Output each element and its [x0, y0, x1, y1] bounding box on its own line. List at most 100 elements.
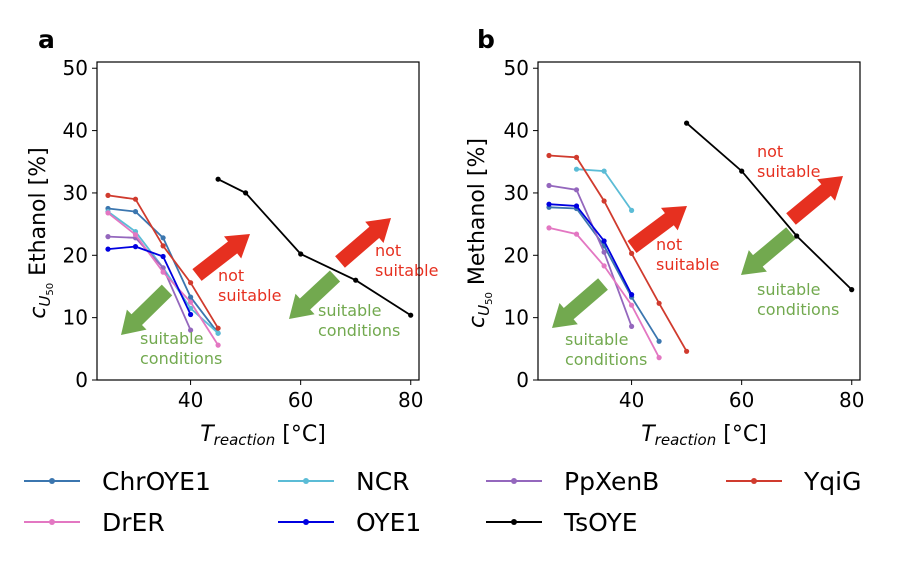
data-point-ChrOYE1	[160, 235, 166, 241]
annotation-suitable-conditions: suitable conditions	[140, 329, 222, 368]
plot-frame	[537, 61, 861, 381]
legend-label: TsOYE	[563, 508, 638, 537]
annotation-line: conditions	[140, 349, 222, 368]
y-tick-label: 50	[504, 56, 529, 80]
y-tick-label: 20	[63, 243, 88, 267]
legend-item-NCR: NCR	[278, 467, 410, 496]
series-line-OYE1	[107, 245, 192, 315]
data-point-TsOYE	[353, 277, 359, 283]
x-axis-symbol: T	[641, 422, 656, 447]
legend-marker	[303, 519, 309, 525]
x-tick-label: 40	[178, 388, 203, 412]
legend-label: ChrOYE1	[102, 467, 211, 496]
arrow-not-suitable	[335, 218, 391, 268]
legend-marker	[511, 519, 517, 525]
plot-frame	[96, 61, 420, 381]
x-axis-subscript: reaction	[655, 431, 717, 449]
data-point-YqiG	[215, 325, 221, 331]
arrow-not-suitable	[786, 176, 843, 225]
x-tick-label: 80	[398, 388, 423, 412]
annotation-not-suitable: not suitable	[757, 142, 820, 181]
annotation-line: suitable	[565, 330, 628, 349]
series-line-OYE1	[548, 203, 633, 296]
x-tick-label: 60	[729, 388, 754, 412]
legend-item-ChrOYE1: ChrOYE1	[24, 467, 211, 496]
data-point-YqiG	[188, 280, 194, 286]
y-tick-label: 0	[516, 368, 529, 392]
data-point-DrER	[215, 342, 221, 348]
legend-marker	[49, 519, 55, 525]
data-point-DrER	[132, 232, 139, 238]
annotation-line: suitable	[375, 261, 438, 280]
y-tick-label: 0	[75, 368, 88, 392]
data-point-OYE1	[160, 253, 166, 260]
x-axis-unit: [°C]	[716, 422, 767, 447]
data-point-OYE1	[105, 246, 111, 252]
y-tick-label: 40	[504, 119, 529, 143]
x-tick-label: 40	[619, 388, 644, 412]
x-axis-unit: [°C]	[275, 422, 326, 447]
series-line-NCR	[576, 168, 633, 211]
data-point-DrER	[188, 299, 194, 305]
annotation-line: conditions	[318, 321, 400, 340]
data-point-NCR	[573, 166, 580, 172]
data-point-YqiG	[684, 348, 690, 354]
y-tick-label: 40	[63, 119, 88, 143]
y-axis-subscript: U	[475, 305, 493, 316]
annotation-line: conditions	[565, 350, 647, 369]
annotation-not-suitable: not suitable	[656, 235, 719, 274]
series-line-YqiG	[548, 154, 688, 352]
data-point-DrER	[601, 263, 607, 269]
data-point-NCR	[629, 207, 635, 213]
legend-item-TsOYE: TsOYE	[486, 508, 638, 537]
annotation-suitable-conditions: suitable conditions	[318, 301, 400, 340]
annotation-line: suitable	[757, 162, 820, 181]
x-axis-label: Treaction [°C]	[641, 422, 767, 449]
data-point-PpXenB	[573, 187, 580, 193]
y-tick-label: 20	[504, 243, 529, 267]
x-axis-symbol: T	[200, 422, 215, 447]
y-tick-label: 50	[63, 56, 88, 80]
legend-item-OYE1: OYE1	[278, 508, 421, 537]
y-axis-label: cU50 Ethanol [%]	[26, 147, 56, 318]
legend-marker	[303, 478, 309, 484]
legend-marker	[511, 478, 517, 484]
annotation-line: not	[218, 266, 244, 285]
legend-label: OYE1	[356, 508, 421, 537]
legend-label: PpXenB	[564, 467, 659, 496]
data-point-NCR	[188, 305, 194, 311]
arrow-suitable-conditions	[552, 278, 608, 328]
panel-label: b	[477, 25, 495, 54]
panel-label: a	[38, 25, 55, 54]
x-tick-label: 60	[288, 388, 313, 412]
data-point-TsOYE	[298, 251, 304, 257]
x-axis-subscript: reaction	[214, 431, 276, 449]
arrow-suitable-conditions	[121, 284, 173, 335]
y-tick-label: 30	[504, 181, 529, 205]
data-point-YqiG	[656, 300, 662, 306]
y-tick-label: 10	[63, 306, 88, 330]
annotation-line: not	[656, 235, 682, 254]
data-point-NCR	[601, 168, 607, 174]
y-axis-symbol: c	[26, 307, 51, 319]
data-point-DrER	[573, 231, 580, 237]
data-point-TsOYE	[739, 168, 745, 174]
data-point-DrER	[546, 225, 552, 231]
legend-item-DrER: DrER	[24, 508, 165, 537]
x-tick-label: 80	[839, 388, 864, 412]
annotation-line: not	[757, 142, 783, 161]
data-point-DrER	[160, 269, 166, 275]
annotation-suitable-conditions: suitable conditions	[565, 330, 647, 369]
y-axis-subsubscript: 50	[484, 292, 495, 305]
y-axis-text: Ethanol [%]	[26, 147, 51, 283]
series-line-YqiG	[107, 194, 219, 329]
annotation-line: suitable	[140, 329, 203, 348]
arrow-not-suitable	[192, 234, 250, 281]
data-point-PpXenB	[546, 182, 552, 189]
data-point-TsOYE	[849, 287, 855, 293]
data-point-YqiG	[573, 154, 580, 160]
data-point-PpXenB	[629, 323, 635, 329]
data-point-ChrOYE1	[656, 338, 662, 344]
